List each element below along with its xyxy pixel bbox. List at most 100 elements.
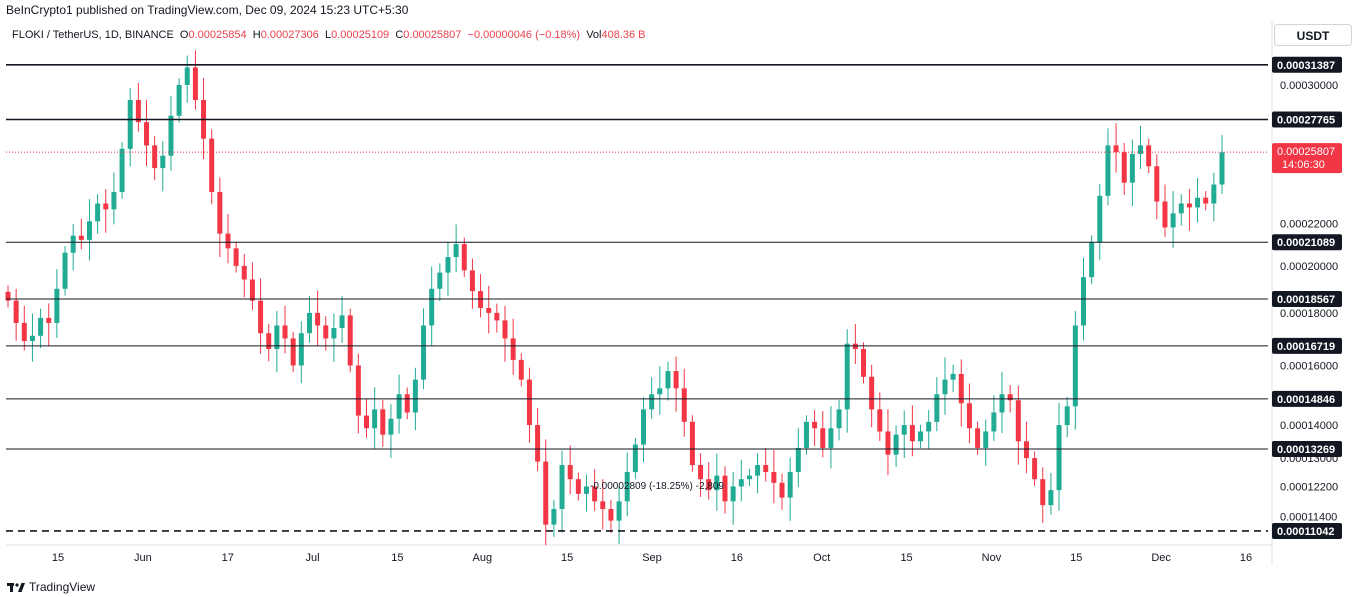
y-tick-label: 0.00011400 — [1280, 512, 1337, 524]
candle-body — [820, 428, 826, 448]
candle-body — [274, 325, 280, 350]
level-tag — [1272, 234, 1342, 251]
candle-body — [999, 394, 1005, 413]
x-tick-label: 15 — [561, 552, 573, 564]
candle-body — [217, 192, 223, 234]
level-tag-label: 0.00016719 — [1277, 341, 1335, 353]
candle-body — [469, 270, 475, 292]
candle-body — [1154, 166, 1160, 202]
candle-body — [730, 486, 736, 502]
candle-body — [665, 371, 671, 389]
level-tag-label: 0.00027765 — [1277, 114, 1335, 126]
candle-body — [168, 115, 174, 156]
currency-button[interactable]: USDT — [1274, 24, 1352, 46]
open-label: O — [179, 29, 189, 41]
candles-group — [5, 50, 1225, 546]
candle-body — [706, 479, 712, 491]
candle-body — [950, 373, 956, 380]
tradingview-footer: TradingView — [7, 580, 95, 594]
candle-body — [111, 192, 117, 210]
candle-body — [1162, 201, 1168, 228]
candle-body — [942, 379, 948, 395]
candle-body — [926, 421, 932, 432]
candle-body — [494, 312, 500, 321]
candle-body — [1178, 203, 1184, 214]
candle-body — [934, 394, 940, 422]
candle-body — [641, 409, 647, 445]
candle-body — [1195, 197, 1201, 208]
tradingview-logo-icon — [7, 583, 25, 592]
candle-body — [583, 486, 589, 494]
candle-body — [787, 472, 793, 498]
x-tick-label: Oct — [813, 552, 830, 564]
candle-body — [1080, 277, 1086, 326]
candle-body — [404, 394, 410, 413]
candle-body — [152, 145, 158, 169]
candle-body — [339, 315, 345, 329]
candle-body — [331, 328, 337, 339]
candle-body — [453, 244, 459, 258]
candle-body — [738, 479, 744, 487]
candle-body — [412, 379, 418, 413]
candle-body — [1186, 203, 1192, 208]
candle-body — [86, 221, 92, 240]
candle-body — [958, 373, 964, 404]
y-tick-label: 0.00022000 — [1280, 218, 1338, 230]
candle-body — [127, 100, 133, 149]
low-value: 0.00025109 — [331, 29, 390, 41]
candle-body — [62, 252, 68, 289]
change-value: −0.00000046 (−0.18%) — [467, 29, 581, 41]
current-price-tag — [1272, 143, 1342, 174]
candle-body — [380, 409, 386, 435]
candle-body — [592, 486, 598, 502]
y-tick-label: 0.00030000 — [1280, 80, 1338, 92]
candle-body — [5, 291, 11, 301]
y-tick-label: 0.00016000 — [1280, 360, 1338, 372]
candle-body — [233, 248, 239, 266]
candle-body — [95, 203, 101, 222]
candle-body — [852, 343, 858, 350]
candle-body — [543, 461, 549, 525]
candle-body — [1007, 394, 1013, 401]
x-tick-label: 15 — [391, 552, 403, 564]
level-tag — [1272, 522, 1342, 539]
candle-body — [103, 203, 109, 210]
candle-body — [21, 322, 27, 342]
candle-body — [46, 317, 52, 323]
x-tick-label: 15 — [900, 552, 912, 564]
candle-body — [836, 409, 842, 429]
candle-body — [1121, 152, 1127, 183]
x-tick-label: Nov — [982, 552, 1002, 564]
candle-body — [13, 300, 19, 323]
level-tag-label: 0.00021089 — [1277, 237, 1335, 249]
candle-body — [225, 233, 231, 249]
candle-body — [624, 472, 630, 502]
candle-body — [844, 343, 850, 410]
candle-body — [1032, 458, 1038, 480]
candle-body — [486, 307, 492, 313]
candle-body — [1064, 406, 1070, 426]
candle-body — [763, 465, 769, 473]
candle-body — [893, 434, 899, 455]
x-tick-label: 16 — [731, 552, 743, 564]
candle-body — [918, 431, 924, 442]
candle-body — [1203, 197, 1209, 204]
candle-body — [209, 138, 215, 193]
level-tag-label: 0.00018567 — [1277, 294, 1335, 306]
candle-body — [347, 315, 353, 366]
candle-body — [698, 465, 704, 480]
candle-body — [812, 421, 818, 429]
candle-body — [1146, 145, 1152, 167]
x-tick-label: Dec — [1151, 552, 1171, 564]
candle-body — [135, 100, 141, 123]
close-value: 0.00025807 — [403, 29, 462, 41]
candle-body — [1097, 195, 1103, 242]
candle-body — [575, 479, 581, 494]
candle-body — [657, 388, 663, 395]
candle-body — [526, 379, 532, 426]
candle-body — [681, 388, 687, 422]
x-tick-label: 15 — [52, 552, 64, 564]
candle-body — [689, 421, 695, 466]
level-tag — [1272, 56, 1342, 73]
